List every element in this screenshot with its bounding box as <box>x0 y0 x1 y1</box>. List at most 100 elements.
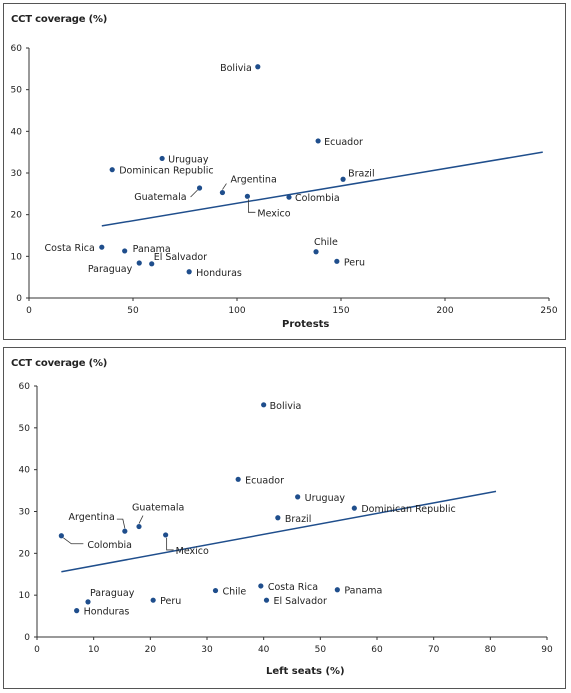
leader-line-guatemala <box>190 189 198 198</box>
y-axis-label: CCT coverage (%) <box>11 358 108 369</box>
data-label-brazil: Brazil <box>285 514 312 525</box>
y-tick-label: 20 <box>19 549 31 559</box>
data-label-paraguay: Paraguay <box>88 264 133 275</box>
leader-line-guatemala <box>138 515 144 524</box>
data-label-dominican-republic: Dominican Republic <box>361 504 455 515</box>
data-label-colombia: Colombia <box>295 193 340 204</box>
data-label-paraguay: Paraguay <box>90 588 135 599</box>
data-label-el-salvador: El Salvador <box>154 252 207 263</box>
x-tick-label: 60 <box>371 645 383 655</box>
scatter-plot-left-seats: 0 10 20 30 40 50 60 70 80 90 0 10 20 30 40 50 60 Bolivia E… <box>19 382 553 655</box>
data-label-chile: Chile <box>223 587 247 598</box>
trend-line <box>61 490 497 573</box>
data-label-panama: Panama <box>344 586 382 597</box>
x-tick-label: 0 <box>26 306 32 316</box>
data-point-ecuador <box>235 476 241 482</box>
data-point-guatemala <box>196 185 203 191</box>
data-label-peru: Peru <box>160 596 181 607</box>
x-tick-label: 70 <box>428 645 440 655</box>
data-label-honduras: Honduras <box>84 607 130 618</box>
data-label-guatemala: Guatemala <box>132 503 184 514</box>
y-tick-label: 30 <box>11 169 23 179</box>
y-tick-label: 40 <box>11 127 23 137</box>
y-tick-label: 50 <box>19 424 31 434</box>
x-tick-label: 10 <box>88 645 100 655</box>
data-point-guatemala <box>136 523 142 530</box>
data-point-costa-rica <box>99 244 105 250</box>
data-point-honduras <box>186 269 192 275</box>
data-point-brazil <box>340 176 346 182</box>
data-label-brazil: Brazil <box>348 168 375 179</box>
scatter-plot-protests: 0 50 100 150 200 250 0 10 20 30 40 50 60 Bolivia Ecuad… <box>11 44 558 316</box>
data-label-argentina: Argentina <box>230 175 276 186</box>
y-axis-label: CCT coverage (%) <box>11 14 108 25</box>
data-label-ecuador: Ecuador <box>324 137 363 148</box>
data-point-honduras <box>74 608 80 614</box>
x-tick-label: 200 <box>436 306 453 316</box>
data-label-ecuador: Ecuador <box>245 475 284 486</box>
data-label-costa-rica: Costa Rica <box>45 243 95 254</box>
data-label-bolivia: Bolivia <box>270 401 302 412</box>
x-tick-label: 50 <box>127 306 139 316</box>
trend-line <box>101 151 543 227</box>
data-point-el-salvador <box>149 261 155 267</box>
x-tick-label: 90 <box>541 645 553 655</box>
data-point-paraguay <box>85 599 91 605</box>
data-point-argentina <box>219 189 226 196</box>
y-tick-label: 10 <box>19 591 31 601</box>
data-point-panama <box>334 587 340 593</box>
data-label-guatemala: Guatemala <box>134 192 186 203</box>
data-point-ecuador <box>315 138 321 144</box>
data-point-argentina <box>122 528 128 534</box>
data-label-bolivia: Bolivia <box>220 63 252 74</box>
x-tick-label: 40 <box>258 645 270 655</box>
x-tick-label: 80 <box>485 645 497 655</box>
data-point-mexico <box>163 532 169 538</box>
x-tick-label: 250 <box>540 306 557 316</box>
x-tick-label: 50 <box>315 645 327 655</box>
data-label-argentina: Argentina <box>68 512 114 523</box>
data-label-el-salvador: El Salvador <box>274 596 327 607</box>
x-tick-label: 0 <box>34 645 40 655</box>
chart-panel-protests: CCT coverage (%) Protests 0 50 100 150 200 25… <box>3 3 566 340</box>
data-point-dominican-republic <box>351 505 357 511</box>
data-label-panama: Panama <box>133 244 171 255</box>
data-point-colombia <box>58 533 64 539</box>
data-point-bolivia <box>255 64 261 70</box>
data-point-peru <box>334 258 340 264</box>
data-point-peru <box>150 597 156 603</box>
y-tick-label: 0 <box>16 294 22 304</box>
data-point-colombia <box>286 194 292 200</box>
data-point-bolivia <box>261 402 267 408</box>
data-label-dominican-republic: Dominican Republic <box>119 166 213 177</box>
y-tick-label: 60 <box>19 382 31 392</box>
data-point-dominican-republic <box>109 167 115 173</box>
data-label-costa-rica: Costa Rica <box>268 582 318 593</box>
data-point-el-salvador <box>263 597 270 603</box>
data-label-uruguay: Uruguay <box>305 493 346 504</box>
y-tick-label: 20 <box>11 211 23 221</box>
data-point-mexico <box>244 193 250 199</box>
data-label-colombia: Colombia <box>87 540 132 551</box>
x-tick-label: 20 <box>145 645 157 655</box>
leader-line-mexico <box>247 199 256 213</box>
data-label-chile: Chile <box>314 237 338 248</box>
leader-line-mexico <box>166 537 174 551</box>
x-tick-label: 100 <box>228 306 245 316</box>
y-tick-label: 10 <box>11 252 23 262</box>
data-point-panama <box>122 248 128 254</box>
data-label-mexico: Mexico <box>176 546 209 557</box>
data-point-costa-rica <box>258 583 264 589</box>
data-point-paraguay <box>136 260 142 266</box>
x-tick-label: 150 <box>332 306 349 316</box>
data-label-peru: Peru <box>344 257 365 268</box>
data-label-mexico: Mexico <box>257 208 290 219</box>
data-label-honduras: Honduras <box>196 268 242 279</box>
data-point-brazil <box>275 515 281 521</box>
x-axis-label: Protests <box>282 319 330 330</box>
data-point-uruguay <box>295 494 301 500</box>
x-axis-label: Left seats (%) <box>266 666 345 677</box>
chart-panel-left-seats: CCT coverage (%) Left seats (%) 0 10 20 30 4… <box>3 347 566 689</box>
leader-line-colombia <box>63 537 84 545</box>
data-point-uruguay <box>159 155 165 162</box>
